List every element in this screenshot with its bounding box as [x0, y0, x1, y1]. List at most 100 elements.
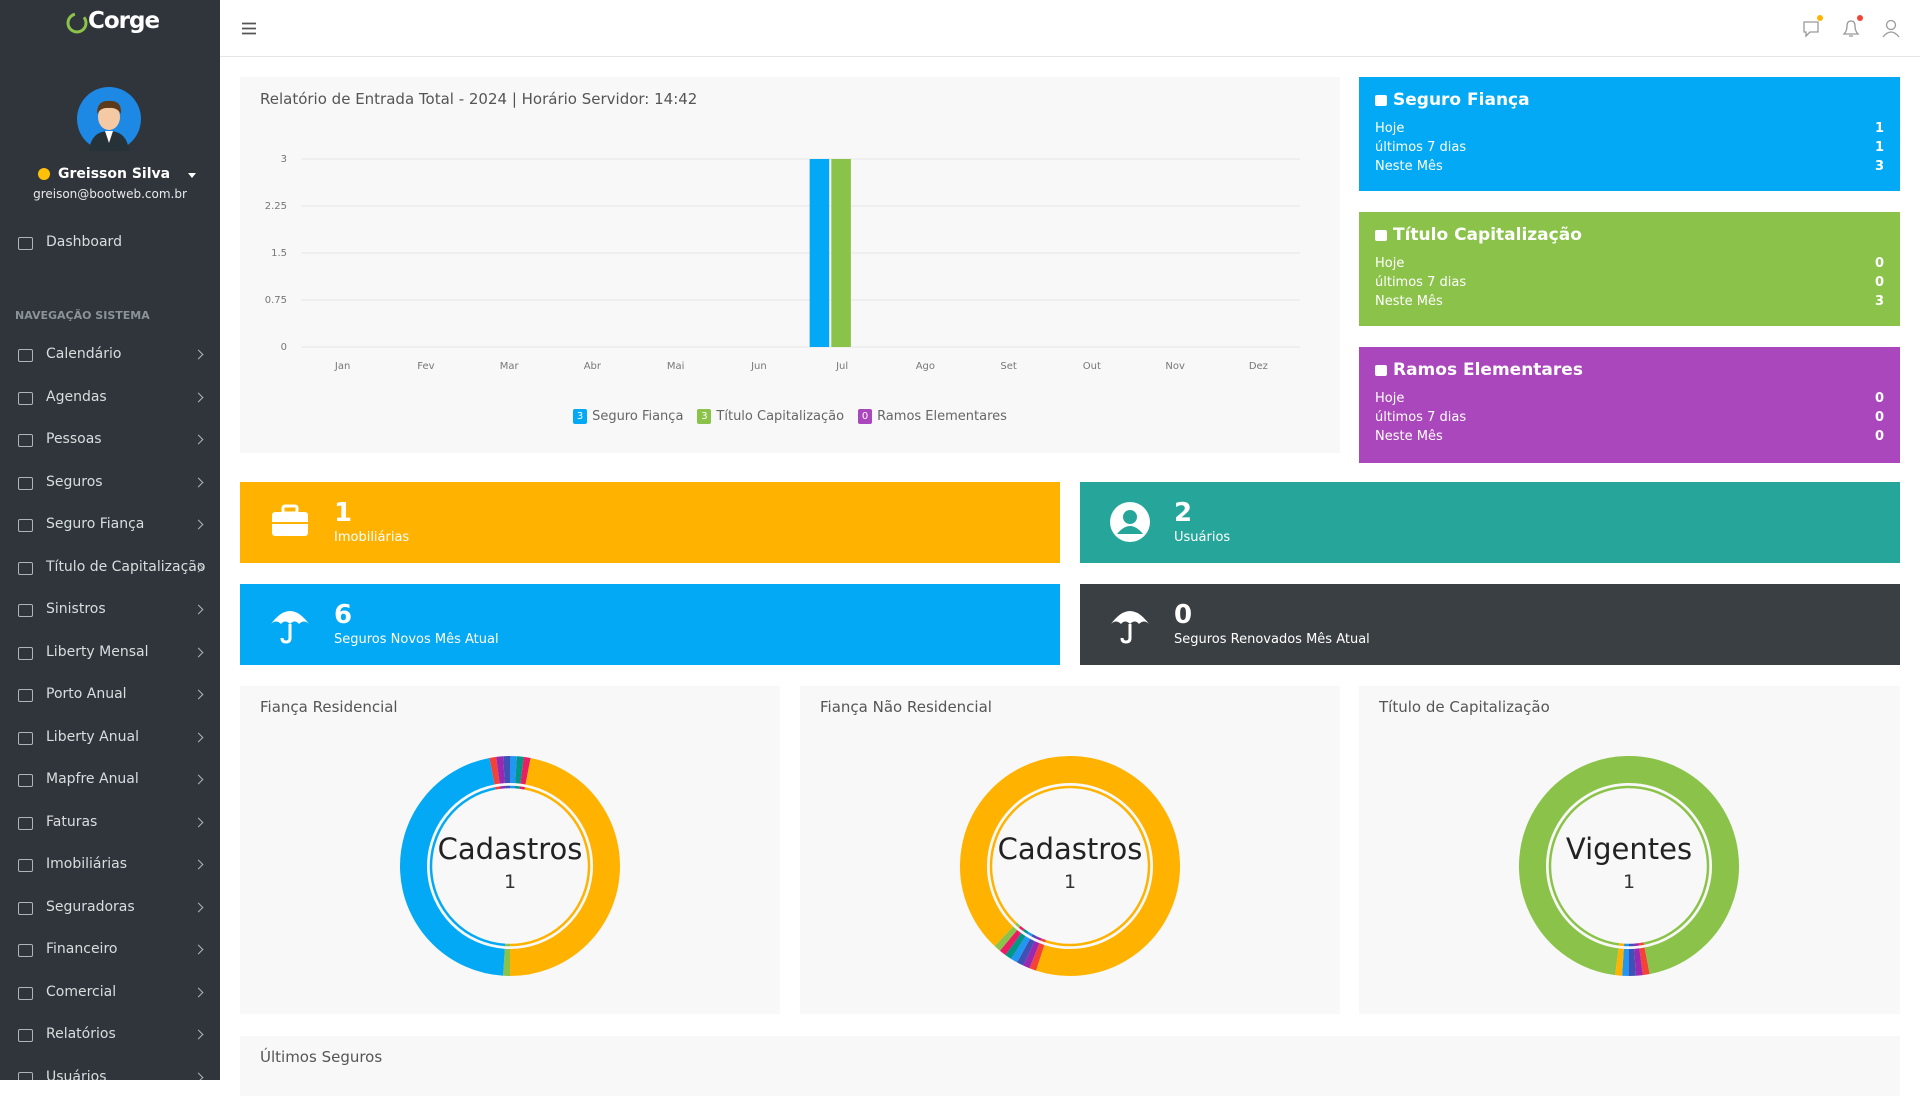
- x-tick-label: Abr: [584, 361, 602, 372]
- legend-label: Ramos Elementares: [877, 409, 1007, 424]
- menu-item[interactable]: Agendas: [0, 378, 220, 418]
- donut-segment[interactable]: [1635, 962, 1641, 963]
- stat-value: 0: [1174, 600, 1192, 630]
- menu-item[interactable]: Mapfre Anual: [0, 760, 220, 800]
- menu-item[interactable]: Porto Anual: [0, 675, 220, 715]
- y-tick-label: 3: [281, 154, 287, 165]
- card-row-label: Neste Mês: [1375, 294, 1443, 309]
- card-row-value: 1: [1875, 121, 1884, 136]
- menu-chevron: [194, 690, 204, 700]
- card-row-label: Neste Mês: [1375, 429, 1443, 444]
- menu-icon: [18, 902, 33, 915]
- menu-icon: [18, 1029, 33, 1042]
- x-tick-label: Mar: [500, 361, 520, 372]
- donut-segment[interactable]: [1013, 944, 1018, 947]
- card-row-label: Hoje: [1375, 256, 1404, 271]
- card-icon: [1375, 95, 1387, 106]
- donut-segment[interactable]: [1029, 953, 1035, 955]
- donut-segment[interactable]: [974, 770, 1167, 963]
- menu-label: Mapfre Anual: [46, 771, 139, 787]
- donut-segment[interactable]: [1034, 956, 1040, 958]
- menu-item[interactable]: Liberty Anual: [0, 718, 220, 758]
- card-row-value: 0: [1875, 429, 1884, 444]
- donut-inner-ring: [991, 787, 1149, 945]
- bar[interactable]: [810, 159, 830, 347]
- card-icon: [1375, 365, 1387, 376]
- card-title: Seguro Fiança: [1393, 90, 1530, 110]
- menu-chevron: [194, 647, 204, 657]
- card-row-label: Hoje: [1375, 121, 1404, 136]
- top-icons: [1800, 14, 1910, 42]
- brand[interactable]: Corge: [88, 8, 159, 34]
- donut-segment[interactable]: [522, 770, 528, 771]
- menu-item[interactable]: Pessoas: [0, 420, 220, 460]
- menu-chevron: [194, 775, 204, 785]
- menu-item[interactable]: Seguro Fiança: [0, 505, 220, 545]
- donut-segment[interactable]: [1641, 961, 1647, 962]
- donut-segment[interactable]: [492, 770, 498, 771]
- donut-segment[interactable]: [516, 770, 522, 771]
- donut-center-label: Cadastros: [998, 832, 1143, 866]
- legend-label: Título Capitalização: [716, 409, 844, 424]
- menu-icon: [18, 817, 33, 830]
- stat-label: Seguros Novos Mês Atual: [334, 632, 499, 647]
- menu-item[interactable]: Calendário: [0, 335, 220, 375]
- menu-item[interactable]: Relatórios: [0, 1015, 220, 1055]
- donut-segment[interactable]: [498, 770, 504, 771]
- messages-icon[interactable]: [1804, 15, 1823, 36]
- menu-chevron: [194, 435, 204, 445]
- menu-item[interactable]: Sinistros: [0, 590, 220, 630]
- donut-inner-ring: [1020, 927, 1024, 930]
- profile-icon[interactable]: [1883, 21, 1899, 38]
- x-tick-label: Mai: [667, 361, 685, 372]
- donut-segment[interactable]: [1008, 940, 1013, 944]
- menu-item[interactable]: Comercial: [0, 973, 220, 1013]
- donut-segment[interactable]: [414, 771, 504, 962]
- donut-segment[interactable]: [1024, 951, 1029, 954]
- legend-label: Seguro Fiança: [592, 409, 683, 424]
- menu-item[interactable]: Seguradoras: [0, 888, 220, 928]
- menu-item[interactable]: Título de Capitalização: [0, 548, 220, 588]
- avatar[interactable]: [77, 87, 141, 151]
- donut-segment[interactable]: [1004, 936, 1009, 940]
- menu-dashboard[interactable]: Dashboard: [0, 223, 220, 263]
- menu-item[interactable]: Faturas: [0, 803, 220, 843]
- stat-icon: [1108, 500, 1152, 544]
- menu-icon: [18, 519, 33, 532]
- x-tick-label: Dez: [1249, 361, 1268, 372]
- user-name[interactable]: Greisson Silva: [58, 166, 170, 182]
- donut-segment[interactable]: [1018, 947, 1023, 950]
- menu-item[interactable]: Seguros: [0, 463, 220, 503]
- menu-item[interactable]: Liberty Mensal: [0, 633, 220, 673]
- y-tick-label: 2.25: [265, 201, 287, 212]
- menu-item[interactable]: Imobiliárias: [0, 845, 220, 885]
- menu-section: NAVEGAÇÃO SISTEMA: [15, 309, 150, 322]
- menu-item[interactable]: Financeiro: [0, 930, 220, 970]
- user-caret[interactable]: [188, 173, 196, 178]
- status-dot: [38, 168, 50, 180]
- menu-label: Dashboard: [46, 234, 122, 250]
- menu-item[interactable]: Usuários: [0, 1058, 220, 1081]
- card-icon: [1375, 230, 1387, 241]
- x-tick-label: Set: [1000, 361, 1017, 372]
- bar[interactable]: [831, 159, 851, 347]
- donut-segment[interactable]: [510, 771, 607, 962]
- stat-label: Usuários: [1174, 530, 1230, 545]
- menu-icon: [18, 477, 33, 490]
- donut-segment[interactable]: [1617, 962, 1623, 963]
- menu-chevron: [194, 520, 204, 530]
- notifications-icon[interactable]: [1844, 15, 1863, 36]
- menu-icon: [18, 349, 33, 362]
- menu-toggle[interactable]: [242, 22, 258, 36]
